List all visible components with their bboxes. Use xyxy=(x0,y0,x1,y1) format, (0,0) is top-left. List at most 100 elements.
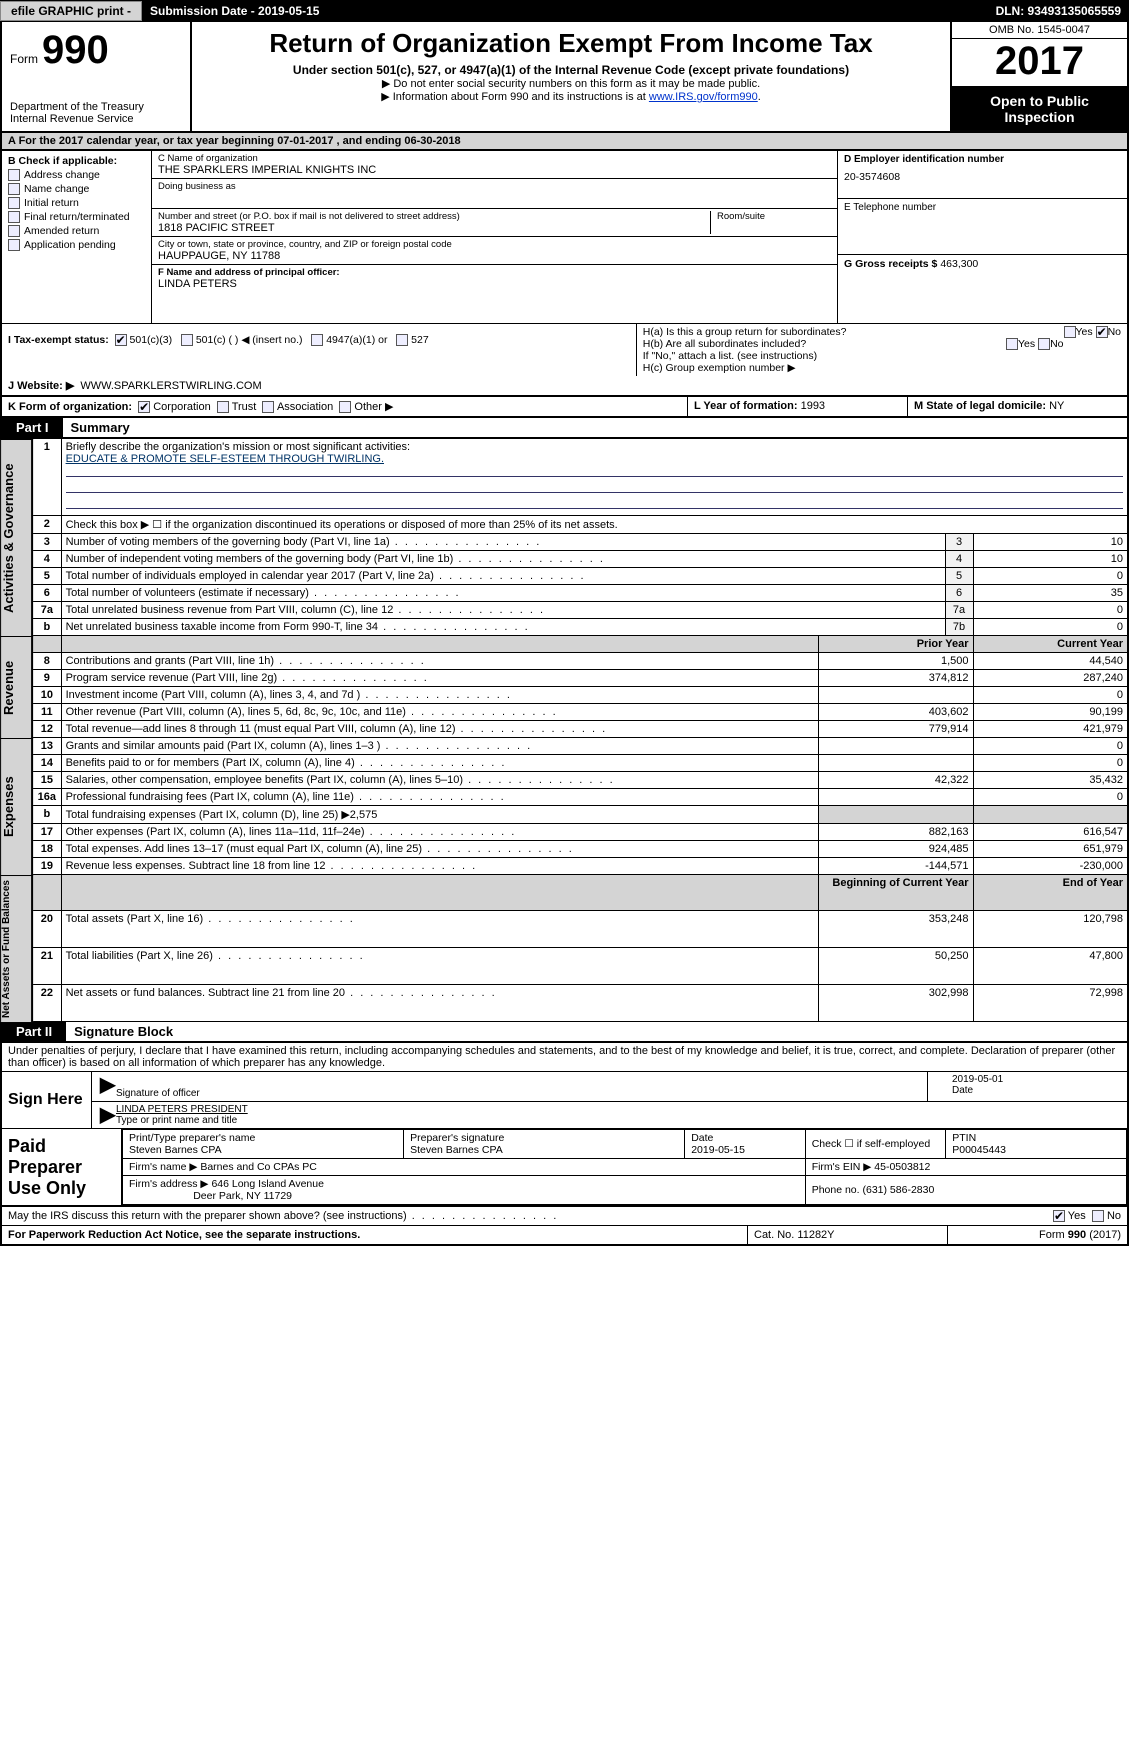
current-value: 0 xyxy=(973,755,1128,772)
website-value: WWW.SPARKLERSTWIRLING.COM xyxy=(80,380,261,392)
ha-yes-checkbox[interactable] xyxy=(1064,326,1076,338)
m-label: M State of legal domicile: xyxy=(914,400,1046,412)
ein-value: 20-3574608 xyxy=(844,171,1121,183)
checkbox-4947[interactable] xyxy=(311,334,323,346)
check-association[interactable] xyxy=(262,401,274,413)
firm-ein: 45-0503812 xyxy=(874,1161,930,1173)
underline xyxy=(66,465,1123,477)
line-num: 21 xyxy=(33,948,61,985)
ref-num: 3 xyxy=(945,534,973,551)
check-initial-return[interactable]: Initial return xyxy=(8,197,145,209)
underline xyxy=(66,497,1123,509)
prior-value: -144,571 xyxy=(818,858,973,875)
efile-print-button[interactable]: efile GRAPHIC print - xyxy=(0,1,142,21)
line-num: 10 xyxy=(33,687,61,704)
cat-no: Cat. No. 11282Y xyxy=(747,1226,947,1244)
city-cell: City or town, state or province, country… xyxy=(152,237,837,265)
check-corporation[interactable] xyxy=(138,401,150,413)
form-title: Return of Organization Exempt From Incom… xyxy=(198,28,944,59)
city-value: HAUPPAUGE, NY 11788 xyxy=(158,250,831,262)
checkbox-icon[interactable] xyxy=(8,183,20,195)
hb-yes-checkbox[interactable] xyxy=(1006,338,1018,350)
current-value: 35,432 xyxy=(973,772,1128,789)
check-application-pending[interactable]: Application pending xyxy=(8,239,145,251)
paid-preparer-row: Paid Preparer Use Only Print/Type prepar… xyxy=(2,1129,1127,1205)
firm-ein-label: Firm's EIN ▶ xyxy=(812,1161,872,1173)
signature-field[interactable] xyxy=(116,1074,919,1088)
checkbox-501c[interactable] xyxy=(181,334,193,346)
arrow-icon: ▶ xyxy=(100,1102,115,1127)
line-text: Other expenses (Part IX, column (A), lin… xyxy=(61,824,818,841)
spacer xyxy=(61,875,818,911)
irs-discuss-row: May the IRS discuss this return with the… xyxy=(0,1207,1129,1226)
hb-no-checkbox[interactable] xyxy=(1038,338,1050,350)
note2-pre: ▶ Information about Form 990 and its ins… xyxy=(381,91,649,103)
revenue-table: Prior Year Current Year 8 Contributions … xyxy=(33,636,1129,738)
prior-value: 374,812 xyxy=(818,670,973,687)
check-name-change[interactable]: Name change xyxy=(8,183,145,195)
line-num: 4 xyxy=(33,551,61,568)
street-row: Number and street (or P.O. box if mail i… xyxy=(152,209,837,237)
checkbox-icon[interactable] xyxy=(8,239,20,251)
opt-501c3: 501(c)(3) xyxy=(130,334,173,346)
yes-label: Yes xyxy=(1018,338,1035,350)
line-text: Professional fundraising fees (Part IX, … xyxy=(61,789,818,806)
side-label-governance: Activities & Governance xyxy=(0,439,33,636)
line-text: Salaries, other compensation, employee b… xyxy=(61,772,818,789)
check-final-return[interactable]: Final return/terminated xyxy=(8,211,145,223)
ref-num: 6 xyxy=(945,585,973,602)
ha-no-checkbox[interactable] xyxy=(1096,326,1108,338)
f3b: 990 xyxy=(1068,1229,1086,1241)
telephone-label: E Telephone number xyxy=(844,202,1121,213)
hc-label: H(c) Group exemption number ▶ xyxy=(643,362,1121,374)
section-b: B Check if applicable: Address change Na… xyxy=(2,151,152,323)
discuss-yes-checkbox[interactable] xyxy=(1053,1210,1065,1222)
line-num: 3 xyxy=(33,534,61,551)
dba-cell: Doing business as xyxy=(152,179,837,209)
tax-exempt-label: I Tax-exempt status: xyxy=(8,334,109,346)
col-eoy: End of Year xyxy=(973,875,1128,911)
hb-label: H(b) Are all subordinates included? xyxy=(643,338,806,350)
ptin-label: PTIN xyxy=(952,1132,1120,1144)
underline xyxy=(66,481,1123,493)
no-label: No xyxy=(1050,338,1063,350)
check-label: Application pending xyxy=(24,239,116,251)
line-num: 16a xyxy=(33,789,61,806)
declaration-text: Under penalties of perjury, I declare th… xyxy=(2,1043,1127,1072)
check-trust[interactable] xyxy=(217,401,229,413)
checkbox-icon[interactable] xyxy=(8,197,20,209)
value: 10 xyxy=(973,551,1128,568)
checkbox-icon[interactable] xyxy=(8,211,20,223)
mission-text: EDUCATE & PROMOTE SELF-ESTEEM THROUGH TW… xyxy=(66,453,384,465)
irs-link[interactable]: www.IRS.gov/form990 xyxy=(649,91,758,103)
mission-cell: Briefly describe the organization's miss… xyxy=(61,439,1128,516)
spacer xyxy=(33,636,61,653)
paid-preparer-table: Print/Type preparer's nameSteven Barnes … xyxy=(122,1129,1127,1205)
prior-value xyxy=(818,687,973,704)
checkbox-icon[interactable] xyxy=(8,169,20,181)
instructions-note: ▶ Information about Form 990 and its ins… xyxy=(198,90,944,103)
officer-cell: F Name and address of principal officer:… xyxy=(152,265,837,323)
paperwork-notice: For Paperwork Reduction Act Notice, see … xyxy=(2,1226,747,1244)
discuss-no-checkbox[interactable] xyxy=(1092,1210,1104,1222)
revenue-section: Revenue Prior Year Current Year 8 Contri… xyxy=(0,636,1129,738)
checkbox-501c3[interactable] xyxy=(115,334,127,346)
current-value: 120,798 xyxy=(973,911,1128,948)
checkbox-icon[interactable] xyxy=(8,225,20,237)
line-num: 22 xyxy=(33,985,61,1022)
sig-officer-label: Signature of officer xyxy=(116,1088,200,1099)
check-other[interactable] xyxy=(339,401,351,413)
line-text: Grants and similar amounts paid (Part IX… xyxy=(61,738,818,755)
check-amended-return[interactable]: Amended return xyxy=(8,225,145,237)
gross-value: 463,300 xyxy=(940,258,978,270)
line-num: 5 xyxy=(33,568,61,585)
line-text: Number of independent voting members of … xyxy=(61,551,945,568)
sign-here-label: Sign Here xyxy=(2,1072,92,1128)
self-employed-check[interactable]: Check ☐ if self-employed xyxy=(805,1130,946,1159)
sign-here-row: Sign Here ▶ Signature of officer 2019-05… xyxy=(2,1072,1127,1129)
checkbox-527[interactable] xyxy=(396,334,408,346)
ein-label: D Employer identification number xyxy=(844,154,1121,165)
part-ii-title: Signature Block xyxy=(66,1022,181,1041)
check-address-change[interactable]: Address change xyxy=(8,169,145,181)
value: 10 xyxy=(973,534,1128,551)
